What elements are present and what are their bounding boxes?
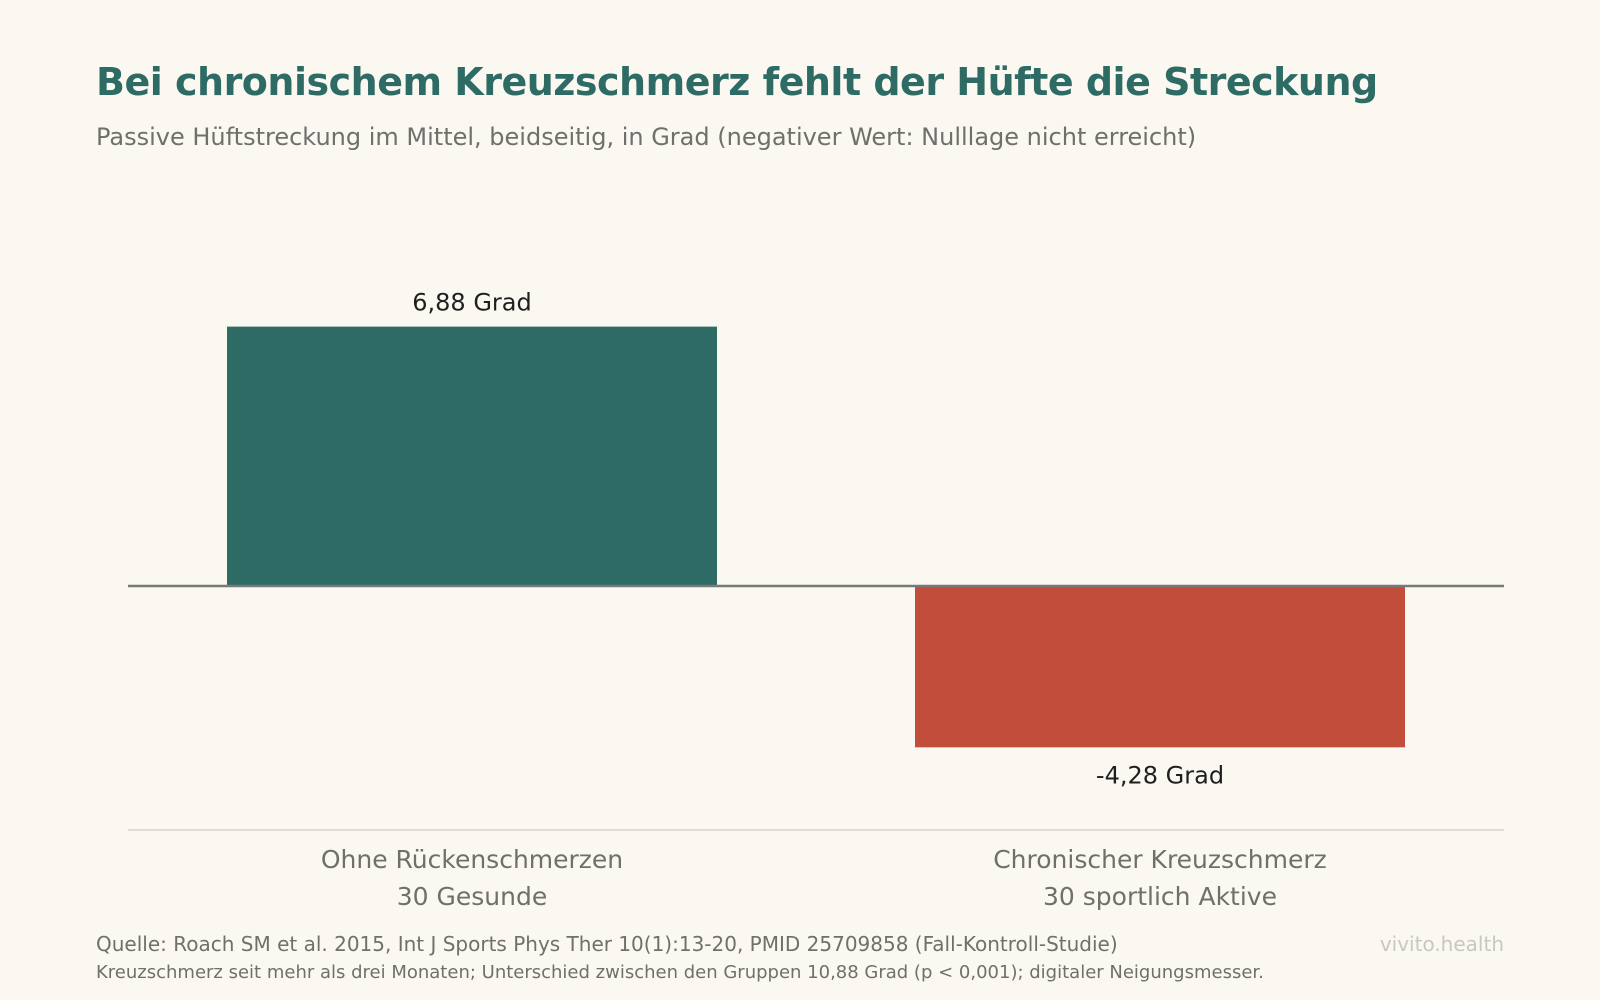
value-label-2: -4,28 Grad bbox=[1096, 761, 1224, 789]
source-citation: Quelle: Roach SM et al. 2015, Int J Spor… bbox=[96, 932, 1118, 956]
category-label-2: Chronischer Kreuzschmerz bbox=[993, 845, 1327, 874]
category-sublabel-1: 30 Gesunde bbox=[397, 882, 547, 911]
brand-watermark: vivito.health bbox=[1379, 932, 1504, 956]
source-note: Kreuzschmerz seit mehr als drei Monaten;… bbox=[96, 962, 1264, 983]
bar-2 bbox=[915, 586, 1405, 748]
value-label-1: 6,88 Grad bbox=[412, 289, 531, 317]
bar-1 bbox=[227, 326, 717, 586]
chart-title: Bei chronischem Kreuzschmerz fehlt der H… bbox=[96, 60, 1378, 104]
chart-subtitle: Passive Hüftstreckung im Mittel, beidsei… bbox=[96, 123, 1197, 151]
bars-group bbox=[227, 326, 1405, 748]
labels-group: 6,88 Grad Ohne Rückenschmerzen 30 Gesunde -… bbox=[321, 289, 1327, 911]
category-sublabel-2: 30 sportlich Aktive bbox=[1043, 882, 1277, 911]
category-label-1: Ohne Rückenschmerzen bbox=[321, 845, 623, 874]
